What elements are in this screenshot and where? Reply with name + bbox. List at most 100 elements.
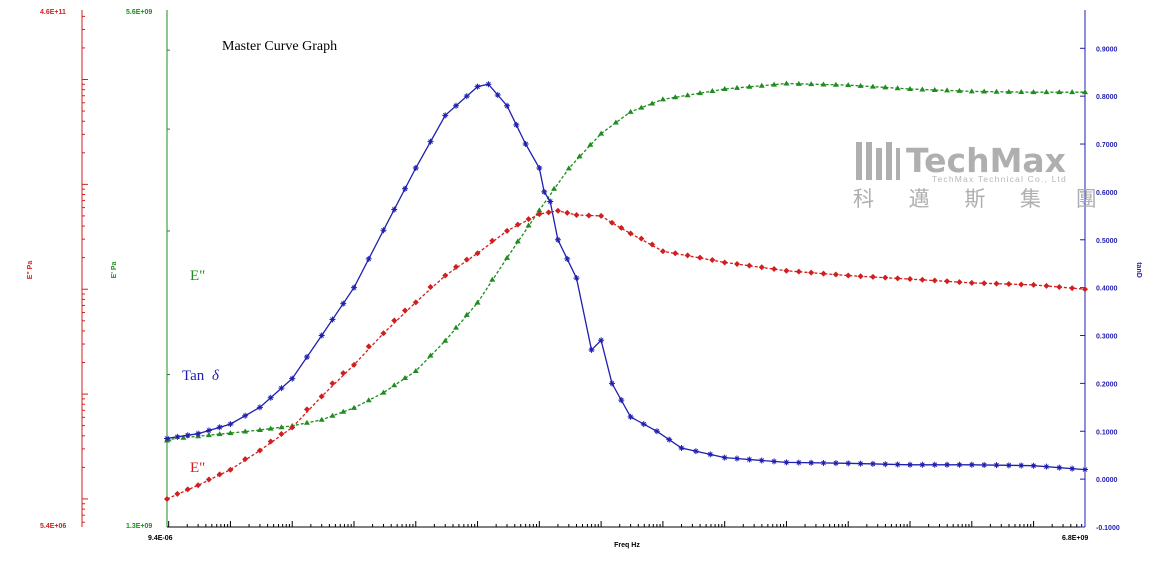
- data-point: [820, 459, 827, 466]
- data-point: [442, 112, 449, 119]
- data-point: [993, 462, 1000, 469]
- data-point: [638, 104, 645, 110]
- data-point: [598, 130, 605, 136]
- data-point: [944, 461, 951, 468]
- techmax-logo: TechMax TechMax Technical Co., Ltd 科 邁 斯…: [853, 141, 1097, 211]
- data-point: [678, 445, 685, 452]
- data-point: [318, 416, 325, 422]
- data-point: [576, 153, 583, 159]
- data-point: [585, 212, 592, 219]
- data-point: [627, 108, 634, 114]
- data-point: [303, 406, 310, 413]
- data-point: [968, 461, 975, 468]
- data-point: [1030, 89, 1037, 95]
- data-point: [453, 324, 460, 330]
- data-point: [1082, 89, 1088, 95]
- data-point: [618, 397, 625, 404]
- data-point: [205, 427, 212, 434]
- data-point: [1069, 89, 1076, 95]
- data-point: [608, 219, 615, 226]
- data-point: [832, 460, 839, 467]
- data-point: [242, 428, 249, 434]
- series-0: [164, 80, 1088, 443]
- data-point: [1030, 462, 1037, 469]
- data-point: [412, 367, 419, 373]
- data-point: [857, 82, 864, 88]
- data-point: [981, 280, 988, 287]
- data-point: [365, 397, 372, 403]
- x-axis-title: Freq Hz: [614, 542, 640, 549]
- data-point: [795, 80, 802, 86]
- data-point: [412, 164, 419, 171]
- logo-name: TechMax: [906, 141, 1066, 180]
- data-point: [618, 224, 625, 231]
- data-point: [391, 382, 398, 388]
- data-point: [536, 164, 543, 171]
- data-point: [993, 280, 1000, 287]
- data-point: [541, 188, 548, 195]
- data-point: [845, 272, 852, 279]
- data-point: [758, 82, 765, 88]
- data-point: [968, 279, 975, 286]
- data-point: [638, 235, 645, 242]
- blue-tick-label: 0.9000: [1096, 46, 1118, 53]
- data-point: [598, 337, 605, 344]
- data-point: [380, 389, 387, 395]
- data-point: [882, 274, 889, 281]
- data-point: [981, 88, 988, 94]
- data-point: [783, 267, 790, 274]
- blue-tick-label: 0.8000: [1096, 94, 1118, 101]
- data-point: [551, 185, 558, 191]
- data-point: [1005, 281, 1012, 288]
- blue-tick-label: 0.0000: [1096, 477, 1118, 484]
- data-point: [564, 255, 571, 262]
- data-point: [489, 276, 496, 282]
- red-axis-min-label: 5.4E+06: [40, 523, 66, 530]
- data-point: [993, 88, 1000, 94]
- series-layer: [164, 80, 1088, 502]
- red-axis-title: E" Pa: [27, 261, 34, 280]
- data-point: [1056, 464, 1063, 471]
- data-point: [588, 346, 595, 353]
- data-point: [184, 432, 191, 439]
- data-point: [554, 236, 561, 243]
- logo-subtitle: TechMax Technical Co., Ltd: [932, 174, 1067, 184]
- blue-series-label-text: Tan: [182, 368, 205, 384]
- data-point: [267, 438, 274, 445]
- data-point: [227, 466, 234, 473]
- data-point: [350, 361, 357, 368]
- data-point: [216, 431, 223, 437]
- data-point: [164, 495, 170, 502]
- data-point: [1043, 463, 1050, 470]
- data-point: [919, 86, 926, 92]
- data-point: [184, 486, 191, 493]
- data-point: [205, 476, 212, 483]
- data-point: [627, 413, 634, 420]
- data-point: [289, 375, 296, 382]
- data-point: [944, 87, 951, 93]
- data-point: [692, 448, 699, 455]
- data-point: [453, 263, 460, 270]
- data-point: [1043, 282, 1050, 289]
- data-point: [164, 435, 170, 442]
- blue-tick-label: 0.2000: [1096, 381, 1118, 388]
- data-point: [869, 273, 876, 280]
- data-point: [442, 337, 449, 343]
- data-point: [216, 424, 223, 431]
- data-point: [402, 185, 409, 192]
- data-point: [659, 248, 666, 255]
- data-point: [278, 424, 285, 430]
- data-point: [554, 207, 561, 214]
- data-point: [453, 102, 460, 109]
- data-point: [653, 428, 660, 435]
- data-point: [721, 454, 728, 461]
- data-point: [746, 456, 753, 463]
- data-point: [365, 343, 372, 350]
- data-point: [956, 279, 963, 286]
- data-point: [256, 426, 263, 432]
- data-point: [758, 457, 765, 464]
- data-point: [1056, 283, 1063, 290]
- data-point: [820, 81, 827, 87]
- data-point: [565, 165, 572, 171]
- data-point: [365, 255, 372, 262]
